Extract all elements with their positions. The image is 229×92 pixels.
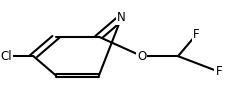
Text: Cl: Cl [0, 50, 12, 63]
Text: F: F [214, 65, 221, 78]
Text: F: F [192, 28, 199, 41]
Text: N: N [117, 11, 125, 24]
Text: O: O [137, 50, 146, 63]
